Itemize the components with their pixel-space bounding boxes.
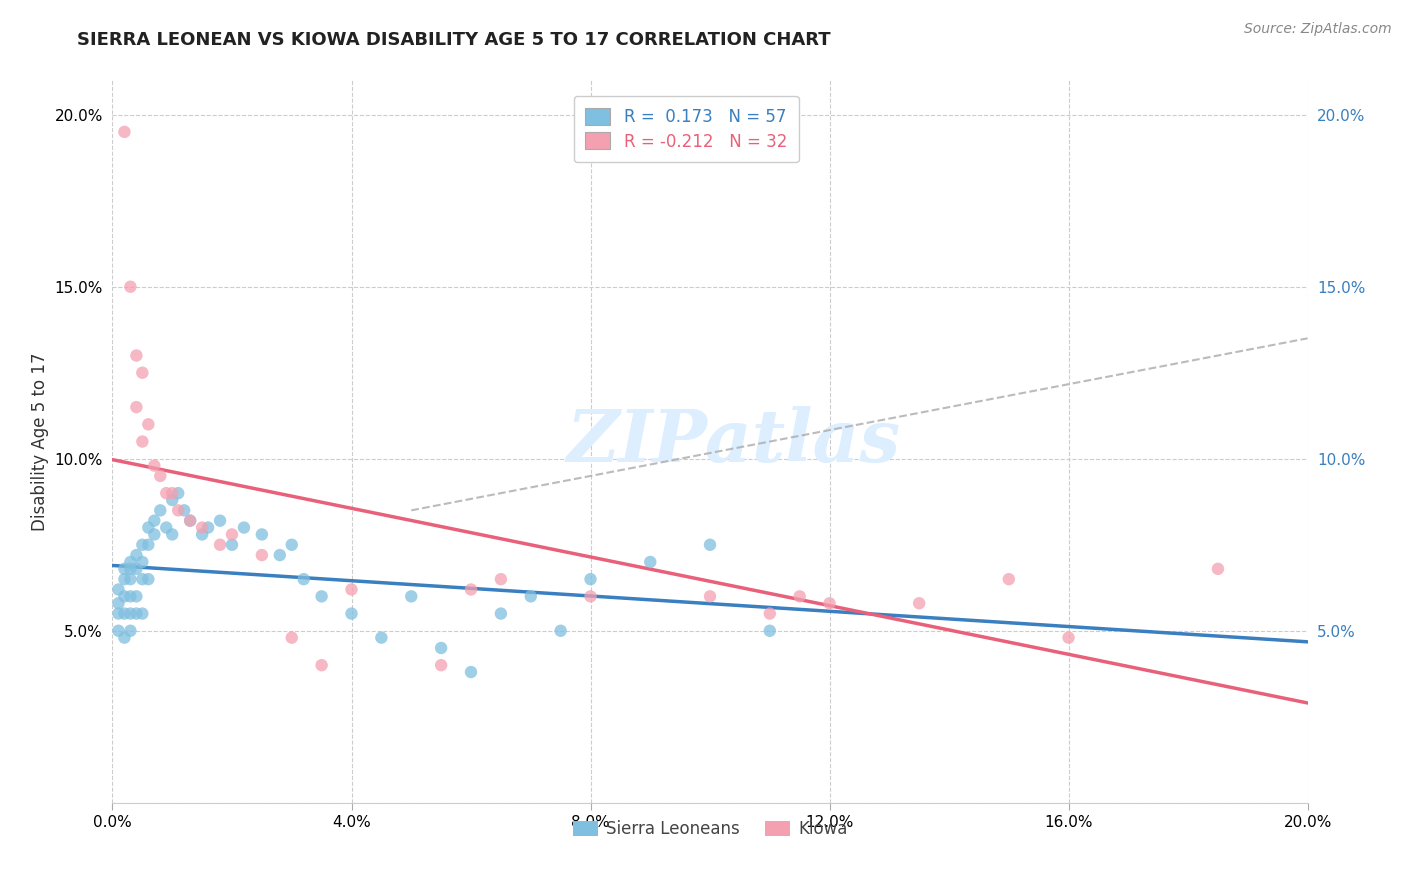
Point: [149, 503, 172, 517]
Point: [191, 527, 214, 541]
Point: [162, 486, 183, 500]
Point: [699, 538, 721, 552]
Point: [179, 514, 201, 528]
Point: [311, 590, 333, 604]
Point: [250, 548, 273, 562]
Point: [430, 640, 453, 655]
Point: [221, 538, 243, 552]
Point: [179, 514, 201, 528]
Point: [120, 572, 142, 586]
Point: [292, 572, 315, 586]
Point: [520, 590, 543, 604]
Point: [489, 572, 512, 586]
Point: [311, 658, 333, 673]
Y-axis label: Disability Age 5 to 17: Disability Age 5 to 17: [31, 352, 49, 531]
Point: [125, 590, 148, 604]
Point: [1206, 562, 1229, 576]
Point: [155, 486, 177, 500]
Point: [759, 607, 782, 621]
Point: [340, 582, 363, 597]
Point: [131, 572, 153, 586]
Point: [138, 572, 160, 586]
Legend: Sierra Leoneans, Kiowa: Sierra Leoneans, Kiowa: [567, 814, 853, 845]
Point: [233, 520, 256, 534]
Point: [120, 607, 142, 621]
Point: [138, 417, 160, 432]
Point: [114, 572, 135, 586]
Point: [250, 527, 273, 541]
Point: [197, 520, 219, 534]
Point: [1057, 631, 1080, 645]
Point: [131, 555, 153, 569]
Text: ZIPatlas: ZIPatlas: [567, 406, 901, 477]
Point: [430, 658, 453, 673]
Point: [107, 596, 129, 610]
Point: [460, 582, 482, 597]
Point: [114, 562, 135, 576]
Text: Source: ZipAtlas.com: Source: ZipAtlas.com: [1244, 22, 1392, 37]
Point: [143, 514, 166, 528]
Point: [114, 590, 135, 604]
Point: [125, 349, 148, 363]
Point: [162, 527, 183, 541]
Point: [640, 555, 662, 569]
Point: [579, 572, 602, 586]
Point: [162, 493, 183, 508]
Point: [209, 538, 232, 552]
Point: [167, 486, 190, 500]
Point: [340, 607, 363, 621]
Point: [191, 520, 214, 534]
Point: [281, 538, 304, 552]
Point: [143, 527, 166, 541]
Point: [120, 624, 142, 638]
Point: [125, 548, 148, 562]
Point: [120, 590, 142, 604]
Point: [143, 458, 166, 473]
Point: [107, 624, 129, 638]
Point: [818, 596, 841, 610]
Point: [107, 582, 129, 597]
Point: [120, 555, 142, 569]
Point: [107, 607, 129, 621]
Point: [269, 548, 291, 562]
Point: [173, 503, 195, 517]
Point: [149, 469, 172, 483]
Point: [125, 562, 148, 576]
Point: [125, 607, 148, 621]
Point: [167, 503, 190, 517]
Point: [579, 590, 602, 604]
Point: [114, 125, 135, 139]
Point: [998, 572, 1021, 586]
Point: [489, 607, 512, 621]
Point: [131, 366, 153, 380]
Point: [155, 520, 177, 534]
Point: [370, 631, 392, 645]
Text: SIERRA LEONEAN VS KIOWA DISABILITY AGE 5 TO 17 CORRELATION CHART: SIERRA LEONEAN VS KIOWA DISABILITY AGE 5…: [77, 31, 831, 49]
Point: [120, 279, 142, 293]
Point: [131, 538, 153, 552]
Point: [281, 631, 304, 645]
Point: [209, 514, 232, 528]
Point: [759, 624, 782, 638]
Point: [138, 538, 160, 552]
Point: [138, 520, 160, 534]
Point: [131, 607, 153, 621]
Point: [550, 624, 572, 638]
Point: [699, 590, 721, 604]
Point: [114, 631, 135, 645]
Point: [131, 434, 153, 449]
Point: [120, 562, 142, 576]
Point: [908, 596, 931, 610]
Point: [221, 527, 243, 541]
Point: [125, 400, 148, 414]
Point: [460, 665, 482, 679]
Point: [114, 607, 135, 621]
Point: [789, 590, 811, 604]
Point: [401, 590, 423, 604]
